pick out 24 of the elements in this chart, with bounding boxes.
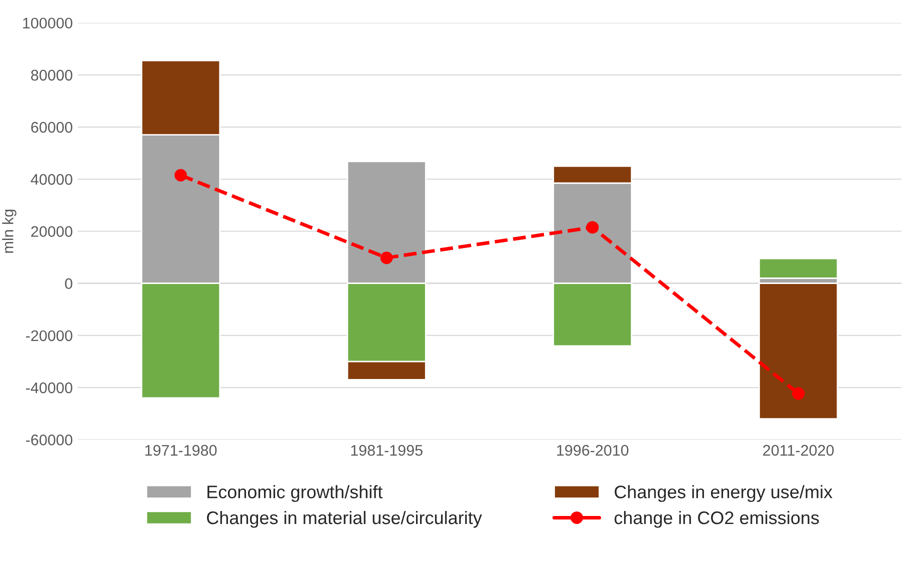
legend-label: Changes in energy use/mix [614,485,832,502]
bar [758,282,838,420]
y-tick-label: -20000 [26,330,72,342]
legend-label: Changes in material use/circularity [206,510,482,528]
x-tick-label: 1981-1995 [351,444,422,456]
y-tick-label: 0 [65,278,72,290]
y-tick-label: -40000 [26,382,72,394]
x-tick-label: 1971-1980 [145,444,217,456]
point [792,387,805,400]
bar [758,258,838,279]
y-tick-label: 100000 [23,18,72,29]
x-tick-label: 1996-2010 [557,444,628,456]
y-tick-label: 60000 [31,122,72,133]
point [380,252,393,264]
point [586,221,599,234]
legend-label: Economic growth/shift [208,485,383,502]
y-tick-label: 40000 [30,174,72,185]
x-tick-label: 2011-2020 [763,444,834,456]
y-tick-label: 20000 [31,226,72,237]
legend-label: change in CO2 emissions [614,510,819,528]
point [174,168,187,182]
y-axis-title: mln kg [2,210,16,253]
y-tick-label: 80000 [31,70,72,81]
y-tick-label: -60000 [26,434,72,446]
